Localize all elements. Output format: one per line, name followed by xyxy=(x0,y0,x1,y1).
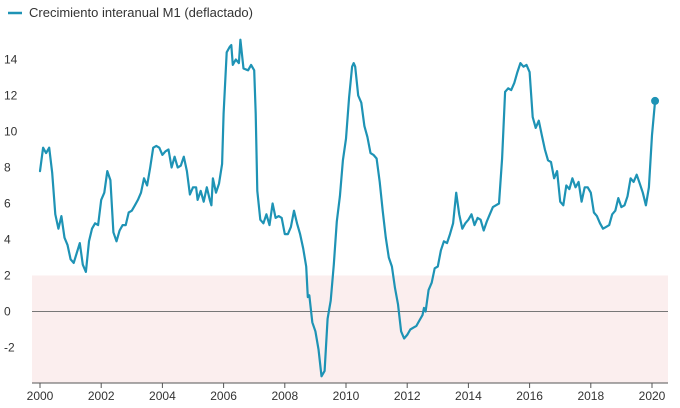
x-tick-label: 2000 xyxy=(27,389,54,403)
x-tick-label: 2020 xyxy=(639,389,666,403)
y-tick-label: -2 xyxy=(4,341,15,355)
x-tick-label: 2004 xyxy=(149,389,176,403)
x-tick-label: 2010 xyxy=(333,389,360,403)
x-tick-label: 2002 xyxy=(88,389,115,403)
shaded-band xyxy=(32,275,668,383)
y-axis-tick-labels: -2 0 2 4 6 8 10 12 14 xyxy=(4,53,18,355)
x-tick-label: 2018 xyxy=(577,389,604,403)
y-tick-label: 12 xyxy=(4,89,18,103)
x-tick-label: 2012 xyxy=(394,389,421,403)
y-tick-label: 4 xyxy=(4,233,11,247)
y-tick-label: 6 xyxy=(4,197,11,211)
x-tick-label: 2016 xyxy=(516,389,543,403)
x-tick-label: 2008 xyxy=(271,389,298,403)
y-tick-label: 2 xyxy=(4,269,11,283)
series-line xyxy=(38,38,657,378)
y-tick-label: 0 xyxy=(4,305,11,319)
y-tick-label: 8 xyxy=(4,161,11,175)
x-axis-ticks: 2000 2002 2004 2006 2008 2010 2012 2014 2016 2018… xyxy=(27,383,666,403)
y-tick-label: 14 xyxy=(4,53,18,67)
legend: Crecimiento interanual M1 (deflactado) xyxy=(8,5,253,20)
series-end-marker xyxy=(651,96,660,105)
x-tick-label: 2014 xyxy=(455,389,482,403)
y-tick-label: 10 xyxy=(4,125,18,139)
legend-label: Crecimiento interanual M1 (deflactado) xyxy=(29,5,253,20)
x-tick-label: 2006 xyxy=(210,389,237,403)
